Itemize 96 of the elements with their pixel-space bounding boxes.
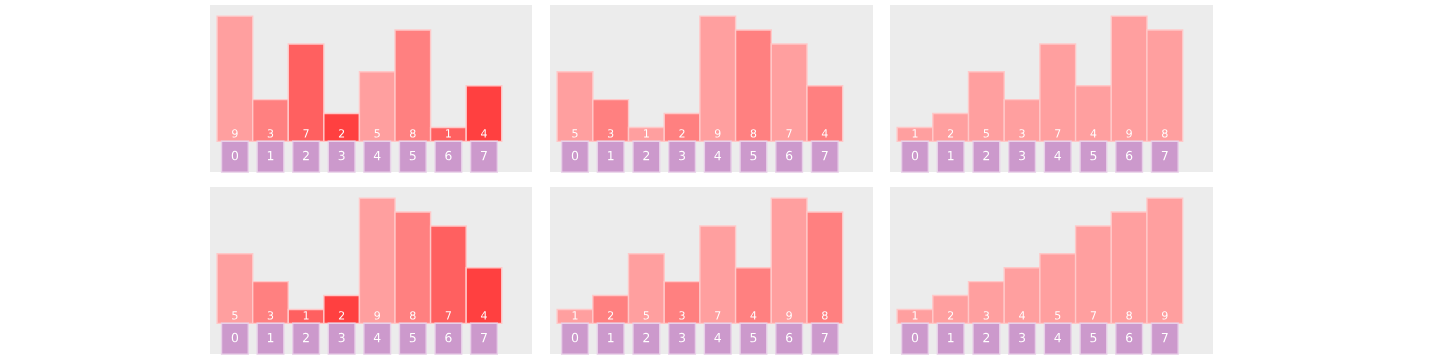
x-tick-label: 0 <box>571 332 579 343</box>
data-label: 4 <box>1090 129 1097 138</box>
data-label: 3 <box>607 129 614 138</box>
data-label: 1 <box>572 311 578 320</box>
data-label: 7 <box>1055 129 1061 138</box>
data-label: 2 <box>607 311 614 320</box>
x-tick-label: 3 <box>679 332 686 343</box>
data-label: 8 <box>1162 129 1168 138</box>
x-tick-label: 7 <box>481 151 487 161</box>
x-tick-label: 0 <box>911 332 919 343</box>
data-label: 5 <box>643 311 649 320</box>
data-label: 7 <box>1090 311 1097 320</box>
x-tick-label: 1 <box>608 151 614 161</box>
data-label: 5 <box>374 129 380 138</box>
data-label: 9 <box>714 129 721 138</box>
x-tick-label: 4 <box>373 151 381 161</box>
data-label: 2 <box>338 311 345 320</box>
x-tick-label: 2 <box>303 150 309 161</box>
data-label: 2 <box>947 129 954 138</box>
data-label: 1 <box>303 311 309 320</box>
data-label: 3 <box>1019 129 1025 138</box>
data-label: 7 <box>445 311 451 320</box>
data-label: 9 <box>1161 311 1168 320</box>
x-tick-label: 7 <box>1161 151 1168 161</box>
x-tick-label: 2 <box>983 150 990 161</box>
data-label: 1 <box>644 129 649 138</box>
x-tick-label: 6 <box>1126 150 1133 161</box>
data-label: 4 <box>821 129 828 138</box>
x-tick-label: 4 <box>714 151 722 161</box>
x-tick-label: 6 <box>445 150 452 161</box>
data-label: 2 <box>679 129 685 138</box>
x-tick-label: 5 <box>409 151 416 161</box>
data-label: 8 <box>1126 311 1132 320</box>
data-label: 1 <box>912 129 918 138</box>
data-label: 9 <box>232 129 238 138</box>
x-tick-label: 3 <box>679 150 686 161</box>
x-tick-label: 7 <box>821 333 828 343</box>
data-label: 3 <box>679 311 685 320</box>
data-label: 5 <box>572 129 578 138</box>
x-tick-label: 0 <box>231 332 239 343</box>
data-label: 9 <box>1126 129 1132 138</box>
x-tick-label: 7 <box>821 151 828 161</box>
data-label: 7 <box>715 311 721 320</box>
data-label: 3 <box>267 311 274 320</box>
data-label: 5 <box>983 129 989 138</box>
data-label: 8 <box>410 129 416 138</box>
data-label: 4 <box>1019 311 1025 320</box>
data-label: 9 <box>374 311 380 320</box>
x-tick-label: 7 <box>481 333 487 343</box>
data-label: 4 <box>480 311 487 320</box>
x-tick-label: 0 <box>571 150 579 161</box>
data-label: 8 <box>410 311 416 320</box>
x-tick-label: 5 <box>1090 151 1097 161</box>
x-tick-label: 0 <box>231 150 239 161</box>
x-tick-label: 5 <box>409 333 416 343</box>
x-tick-label: 0 <box>911 150 919 161</box>
x-tick-label: 1 <box>267 333 274 343</box>
x-tick-label: 4 <box>714 333 722 343</box>
x-tick-label: 2 <box>643 150 650 161</box>
x-tick-label: 3 <box>338 150 345 161</box>
x-tick-label: 1 <box>267 151 274 161</box>
data-label: 9 <box>786 311 792 320</box>
data-label: 2 <box>338 129 345 138</box>
x-tick-label: 3 <box>1019 332 1026 343</box>
x-tick-label: 1 <box>608 333 614 343</box>
x-tick-label: 2 <box>643 332 650 343</box>
data-label: 3 <box>983 311 990 320</box>
x-tick-label: 7 <box>1161 333 1168 343</box>
data-label: 7 <box>786 129 792 138</box>
x-tick-label: 1 <box>948 151 954 161</box>
x-tick-label: 2 <box>983 332 990 343</box>
x-tick-label: 5 <box>750 333 757 343</box>
data-label: 4 <box>750 311 757 320</box>
x-tick-label: 3 <box>338 332 345 343</box>
data-label: 1 <box>912 311 918 320</box>
data-label: 3 <box>267 129 274 138</box>
x-tick-label: 4 <box>1054 333 1062 343</box>
x-tick-label: 2 <box>303 332 309 343</box>
data-label: 8 <box>750 129 757 138</box>
data-label: 2 <box>947 311 954 320</box>
data-label: 5 <box>232 311 238 320</box>
x-tick-label: 5 <box>1090 333 1097 343</box>
data-label: 5 <box>1055 311 1061 320</box>
x-tick-label: 6 <box>1126 332 1133 343</box>
x-tick-label: 4 <box>1054 151 1062 161</box>
x-tick-label: 4 <box>373 333 381 343</box>
x-tick-label: 6 <box>786 332 793 343</box>
data-label: 7 <box>303 129 309 138</box>
x-tick-label: 5 <box>750 151 757 161</box>
x-tick-label: 1 <box>948 333 954 343</box>
data-label: 8 <box>822 311 828 320</box>
x-tick-label: 6 <box>445 332 452 343</box>
x-tick-label: 6 <box>786 150 793 161</box>
data-label: 4 <box>480 129 487 138</box>
data-label: 1 <box>446 129 451 138</box>
x-tick-label: 3 <box>1019 150 1026 161</box>
